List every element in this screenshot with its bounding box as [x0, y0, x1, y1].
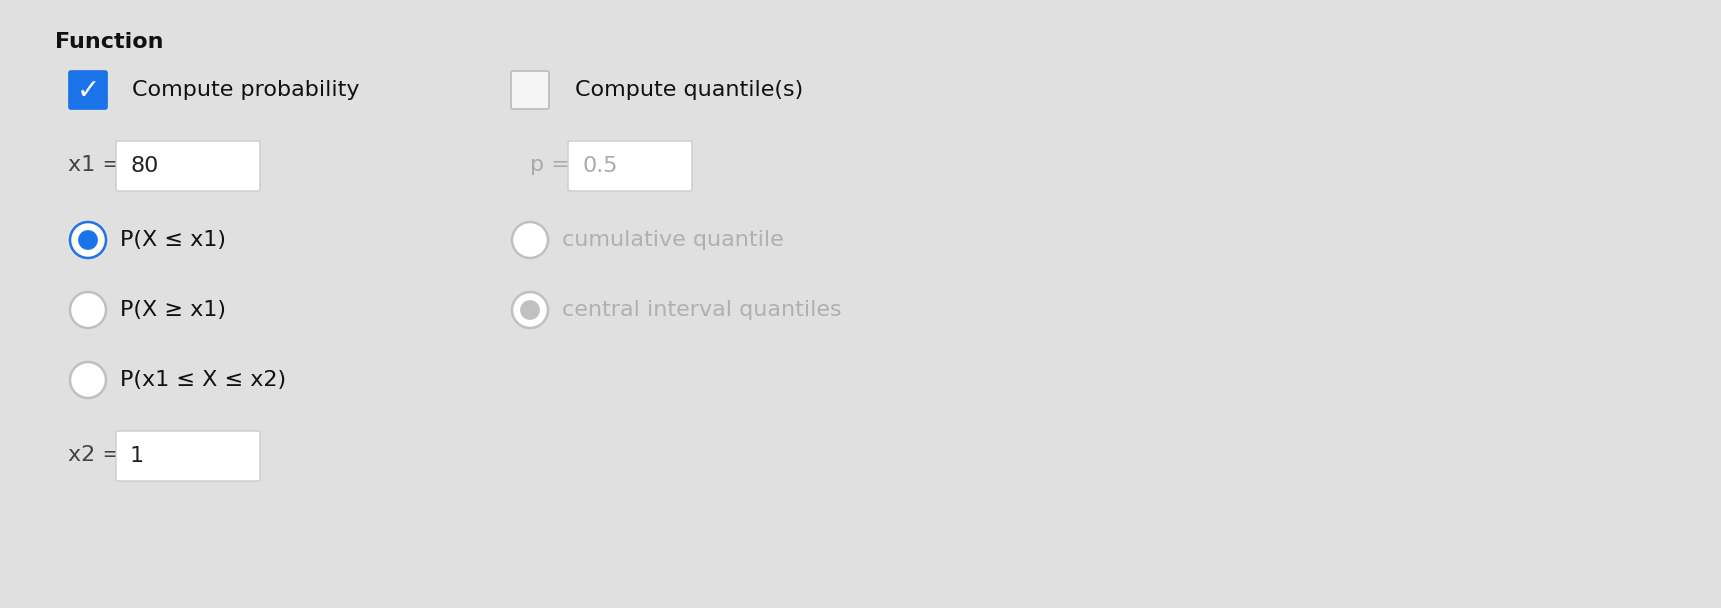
Circle shape	[71, 292, 107, 328]
FancyBboxPatch shape	[511, 71, 549, 109]
Text: x1 =: x1 =	[69, 155, 120, 175]
FancyBboxPatch shape	[568, 141, 692, 191]
Text: P(X ≤ x1): P(X ≤ x1)	[120, 230, 225, 250]
Text: ✓: ✓	[76, 77, 100, 105]
Text: cumulative quantile: cumulative quantile	[563, 230, 783, 250]
Text: p =: p =	[530, 155, 570, 175]
Text: Compute probability: Compute probability	[133, 80, 360, 100]
Text: Function: Function	[55, 32, 163, 52]
Text: P(X ≥ x1): P(X ≥ x1)	[120, 300, 225, 320]
Text: 1: 1	[131, 446, 145, 466]
Circle shape	[520, 300, 540, 320]
Circle shape	[77, 230, 98, 250]
FancyBboxPatch shape	[115, 431, 260, 481]
Circle shape	[71, 222, 107, 258]
Text: Compute quantile(s): Compute quantile(s)	[575, 80, 804, 100]
Text: 0.5: 0.5	[582, 156, 618, 176]
FancyBboxPatch shape	[115, 141, 260, 191]
Text: central interval quantiles: central interval quantiles	[563, 300, 842, 320]
Text: x2 =: x2 =	[69, 445, 120, 465]
Text: 80: 80	[131, 156, 158, 176]
Circle shape	[513, 222, 547, 258]
FancyBboxPatch shape	[69, 71, 107, 109]
Text: P(x1 ≤ X ≤ x2): P(x1 ≤ X ≤ x2)	[120, 370, 286, 390]
Circle shape	[71, 362, 107, 398]
Circle shape	[513, 292, 547, 328]
